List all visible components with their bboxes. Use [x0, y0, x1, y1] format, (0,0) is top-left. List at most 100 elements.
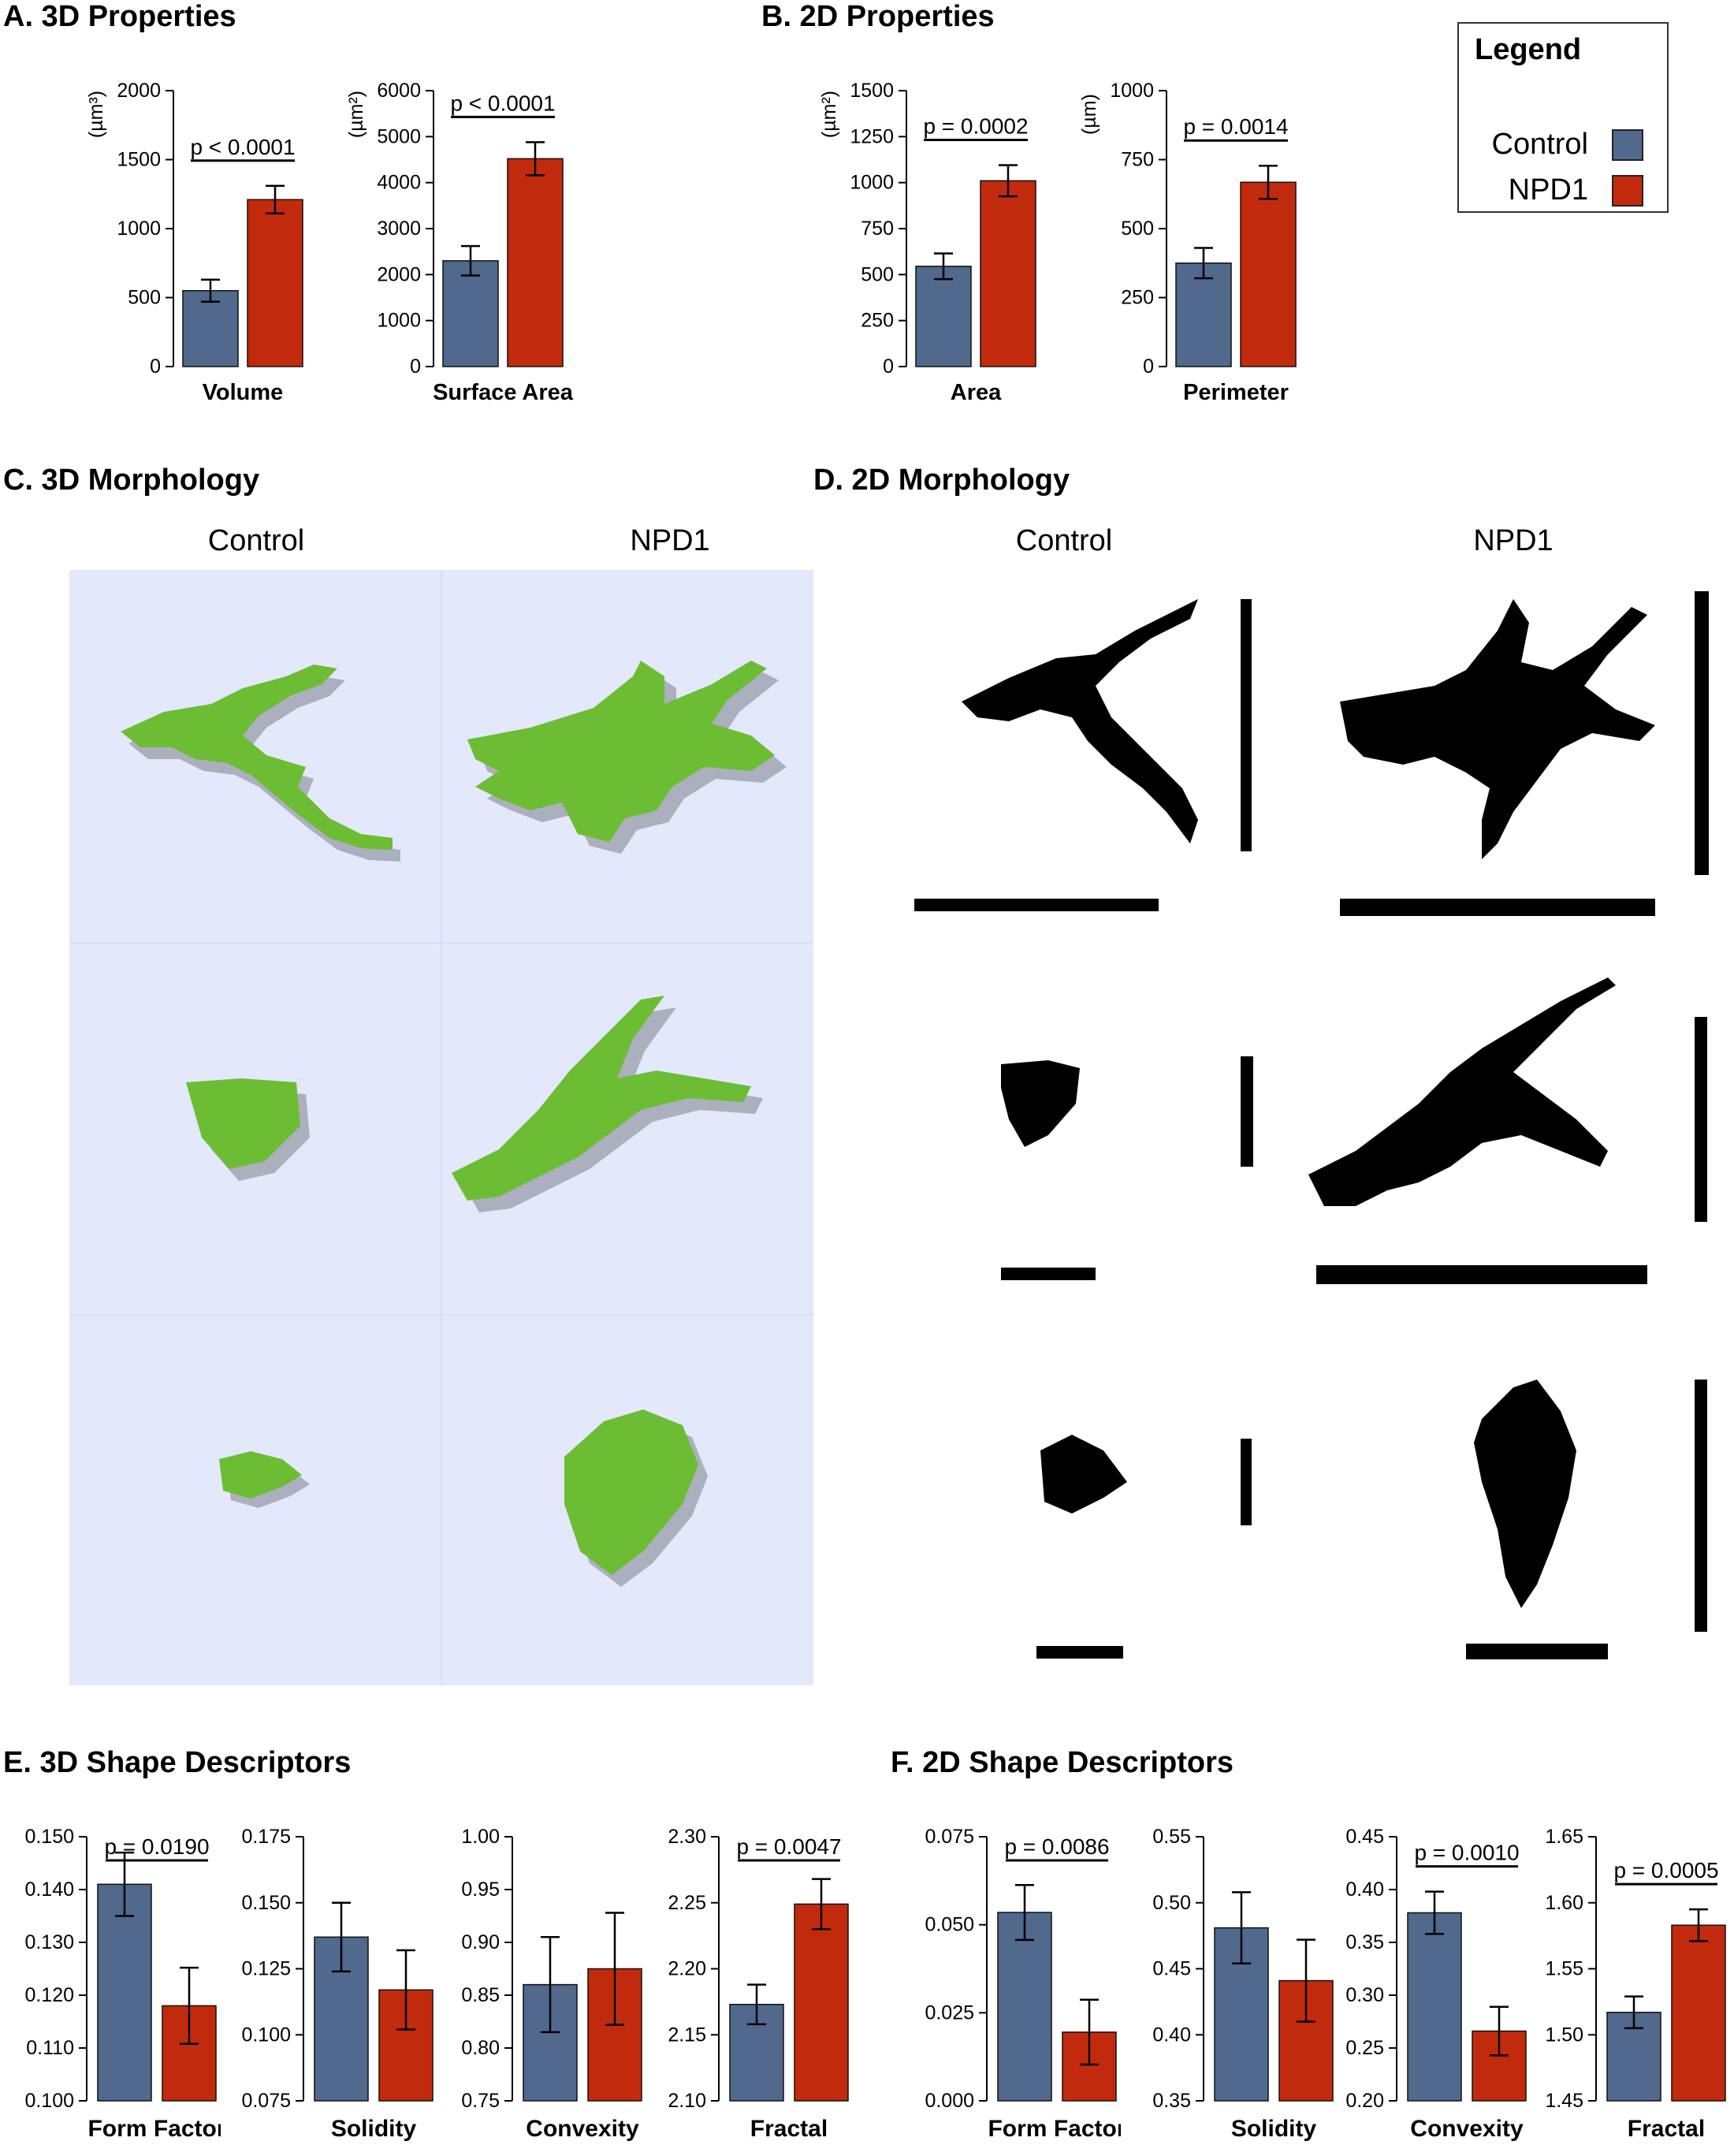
panel-d-npd1-label: NPD1 — [1473, 524, 1554, 557]
y-tick-label-solidity: 0.40 — [1152, 2024, 1191, 2046]
y-tick-label-volume: 500 — [128, 287, 161, 309]
y-tick-label-form-factor: 0.120 — [24, 1984, 74, 2006]
panel-d-control-label: Control — [1015, 524, 1113, 557]
3d-cell-control-1 — [121, 665, 400, 862]
panel-a-title: A. 3D Properties — [3, 0, 236, 33]
y-tick-label-convexity: 0.25 — [1345, 2037, 1384, 2059]
chart-perimeter: 0 250 500 750 1000 (µm) p = 0.0014 Perimeter — [1078, 80, 1297, 405]
y-tick-label-perimeter: 1000 — [1110, 80, 1154, 102]
y-tick-label-form-factor: 0.025 — [925, 2001, 974, 2024]
panel-e-title: E. 3D Shape Descriptors — [3, 1746, 352, 1779]
x-label-form-factor: Form Factor — [988, 2116, 1121, 2142]
y-tick-label-volume: 2000 — [117, 80, 161, 102]
y-tick-label-area: 750 — [861, 218, 894, 240]
2d-cell-control-1 — [914, 599, 1252, 911]
legend-swatch-control — [1612, 129, 1643, 161]
y-tick-label-solidity: 0.35 — [1152, 2090, 1191, 2112]
bar-npd1-volume — [247, 199, 303, 367]
y-tick-label-perimeter: 0 — [1143, 356, 1154, 378]
panel-d-2d-projections — [914, 591, 1709, 1659]
p-value-convexity: p = 0.0010 — [1414, 1841, 1519, 1865]
panel-f-title: F. 2D Shape Descriptors — [891, 1746, 1234, 1779]
y-tick-label-fractal: 2.15 — [668, 2024, 706, 2046]
chart-2d-solidity: 0.35 0.40 0.45 0.50 0.55 Solidity — [1152, 1826, 1334, 2142]
y-tick-label-surface-area: 6000 — [377, 80, 421, 102]
bar-npd1-area — [980, 180, 1036, 367]
bar-npd1-fractal — [1671, 1924, 1726, 2102]
y-tick-label-solidity: 0.175 — [241, 1826, 291, 1848]
bar-control-form-factor — [997, 1912, 1052, 2102]
y-tick-label-area: 500 — [861, 263, 894, 285]
y-tick-label-form-factor: 0.000 — [925, 2090, 974, 2112]
chart-3d-fractal: 2.10 2.15 2.20 2.25 2.30 p = 0.0047 Fractal — [668, 1826, 849, 2142]
panel-c-title: C. 3D Morphology — [3, 464, 260, 497]
y-tick-label-volume: 1500 — [117, 149, 161, 171]
y-unit-label-surface-area: (µm²) — [345, 91, 367, 138]
panel-b-title: B. 2D Properties — [761, 0, 995, 33]
p-value-perimeter: p = 0.0014 — [1183, 114, 1288, 139]
p-value-fractal: p = 0.0005 — [1613, 1858, 1718, 1882]
y-tick-label-convexity: 0.80 — [461, 2037, 500, 2059]
3d-cell-npd1-3 — [564, 1409, 708, 1587]
y-tick-label-area: 250 — [861, 310, 894, 332]
y-tick-label-solidity: 0.075 — [241, 2090, 291, 2112]
y-tick-label-fractal: 1.60 — [1545, 1892, 1583, 1914]
y-tick-label-fractal: 1.55 — [1545, 1958, 1583, 1980]
y-tick-label-perimeter: 750 — [1121, 149, 1154, 171]
y-tick-label-volume: 0 — [150, 356, 161, 378]
y-tick-label-volume: 1000 — [117, 218, 161, 240]
3d-cell-control-2 — [186, 1078, 310, 1181]
y-tick-label-surface-area: 3000 — [377, 218, 421, 240]
p-value-surface-area: p < 0.0001 — [450, 91, 555, 115]
y-tick-label-convexity: 0.20 — [1345, 2090, 1384, 2112]
x-label-area: Area — [951, 380, 1002, 405]
legend-swatch-npd1 — [1612, 175, 1643, 207]
panel-c-npd1-label: NPD1 — [630, 524, 710, 557]
chart-3d-solidity: 0.075 0.100 0.125 0.150 0.175 Solidity — [241, 1826, 434, 2142]
x-label-surface-area: Surface Area — [433, 380, 574, 405]
y-tick-label-perimeter: 500 — [1121, 218, 1154, 240]
y-tick-label-solidity: 0.45 — [1152, 1958, 1191, 1980]
bar-control-convexity — [1407, 1912, 1462, 2102]
bar-control-form-factor — [97, 1883, 152, 2102]
2d-cell-npd1-2 — [1308, 977, 1707, 1284]
y-tick-label-surface-area: 0 — [410, 356, 421, 378]
x-label-volume: Volume — [203, 380, 284, 405]
bar-control-fractal — [1606, 2012, 1661, 2102]
y-tick-label-convexity: 0.95 — [461, 1879, 500, 1901]
y-tick-label-form-factor: 0.100 — [24, 2090, 74, 2112]
p-value-area: p = 0.0002 — [923, 114, 1028, 139]
y-tick-label-area: 1250 — [850, 125, 894, 147]
y-tick-label-fractal: 2.30 — [668, 1826, 706, 1848]
legend: Legend Control NPD1 — [1457, 22, 1669, 213]
p-value-volume: p < 0.0001 — [190, 135, 295, 159]
x-label-solidity: Solidity — [1231, 2116, 1317, 2142]
chart-2d-fractal: 1.45 1.50 1.55 1.60 1.65 p = 0.0005 Fractal — [1545, 1826, 1726, 2142]
bar-control-area — [915, 266, 972, 367]
2d-cell-control-2 — [1001, 1056, 1253, 1280]
x-label-form-factor: Form Factor — [87, 2116, 221, 2142]
bar-npd1-surface-area — [507, 158, 564, 367]
panel-c-control-label: Control — [207, 524, 305, 557]
panel-d-title: D. 2D Morphology — [813, 464, 1070, 497]
3d-cell-control-3 — [219, 1451, 310, 1508]
y-tick-label-convexity: 0.35 — [1345, 1931, 1384, 1953]
y-tick-label-area: 1000 — [850, 172, 894, 194]
y-tick-label-fractal: 2.20 — [668, 1958, 706, 1980]
y-tick-label-convexity: 0.30 — [1345, 1984, 1384, 2006]
legend-label-npd1: NPD1 — [1508, 173, 1588, 207]
x-label-convexity: Convexity — [526, 2116, 639, 2142]
y-tick-label-solidity: 0.55 — [1152, 1826, 1191, 1848]
y-tick-label-form-factor: 0.130 — [24, 1931, 74, 1953]
y-tick-label-convexity: 0.90 — [461, 1931, 500, 1953]
p-value-form-factor: p = 0.0190 — [104, 1834, 209, 1859]
chart-2d-convexity: 0.20 0.25 0.30 0.35 0.40 0.45 p = 0.0010 Convex… — [1345, 1826, 1527, 2142]
bar-control-surface-area — [442, 260, 499, 367]
y-tick-label-convexity: 0.85 — [461, 1984, 500, 2006]
2d-cell-npd1-3 — [1466, 1380, 1707, 1659]
y-tick-label-fractal: 1.45 — [1545, 2090, 1583, 2112]
x-label-fractal: Fractal — [1628, 2116, 1705, 2142]
chart-volume: 0 500 1000 1500 2000 (µm³) p < 0.0001 Volume — [85, 80, 303, 405]
y-tick-label-surface-area: 4000 — [377, 172, 421, 194]
bar-control-volume — [182, 290, 239, 367]
